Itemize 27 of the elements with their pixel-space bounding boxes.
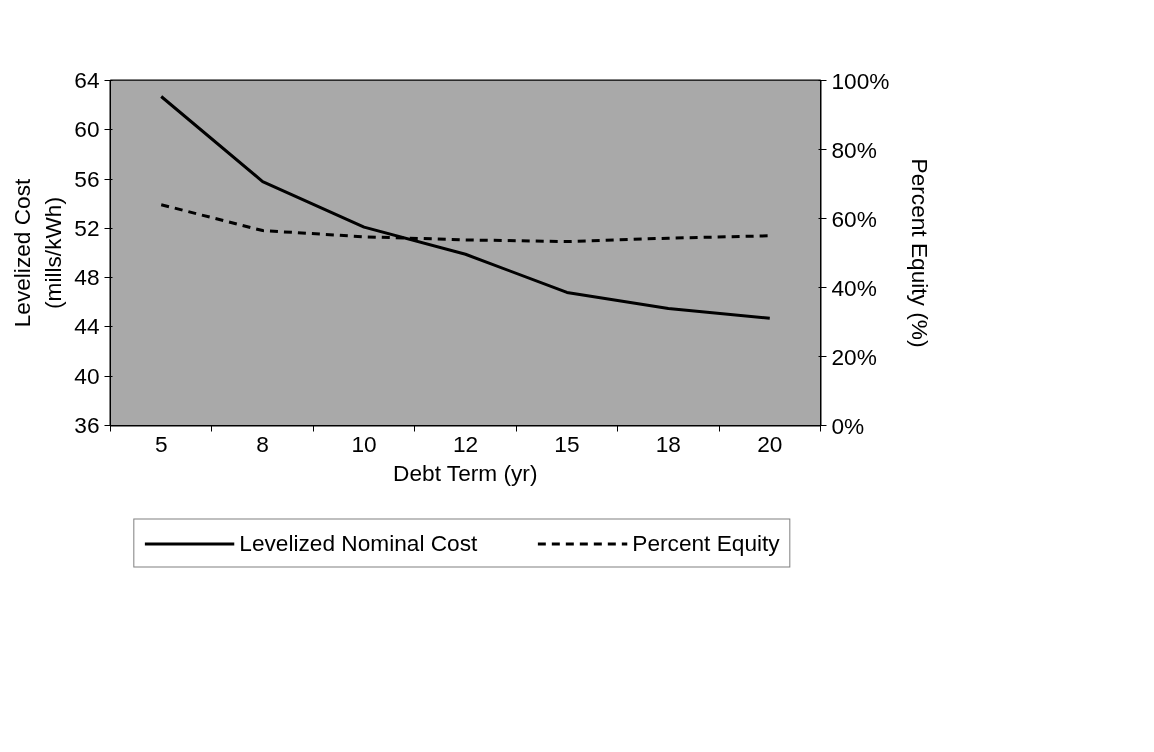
legend-label: Levelized Nominal Cost <box>239 529 478 557</box>
y2-tick-label: 100% <box>831 67 890 94</box>
y-axis-title: Levelized Cost (mills/kWh) <box>9 177 67 328</box>
x-tick-label: 18 <box>655 430 681 457</box>
y-tick-label: 40 <box>74 362 100 389</box>
line-series <box>159 95 772 320</box>
y2-axis-title: Percent Equity (%) <box>907 158 934 348</box>
y-tick-label: 44 <box>74 313 100 340</box>
y2-tick-label: 20% <box>831 343 877 370</box>
y2-tick-label: 40% <box>831 274 877 301</box>
legend-label: Percent Equity <box>632 529 780 557</box>
y-tick-label: 64 <box>74 67 100 93</box>
x-tick-label: 12 <box>452 430 479 457</box>
y2-tick-label: 80% <box>831 136 877 163</box>
x-tick-label: 10 <box>351 430 377 457</box>
y-tick-label: 52 <box>74 214 100 241</box>
x-axis-title: Debt Term (yr) <box>393 459 538 486</box>
x-tick-label: 15 <box>554 430 580 457</box>
x-tick-label: 20 <box>757 430 783 457</box>
x-tick-label: 5 <box>154 430 168 457</box>
y-tick-label: 36 <box>74 412 100 438</box>
y-tick-label: 60 <box>74 116 100 143</box>
y2-tick-label: 0% <box>831 412 865 439</box>
y-tick-label: 56 <box>74 165 100 192</box>
x-tick-label: 8 <box>256 430 269 457</box>
y-tick-label: 48 <box>74 264 100 291</box>
y2-tick-label: 60% <box>831 205 877 232</box>
